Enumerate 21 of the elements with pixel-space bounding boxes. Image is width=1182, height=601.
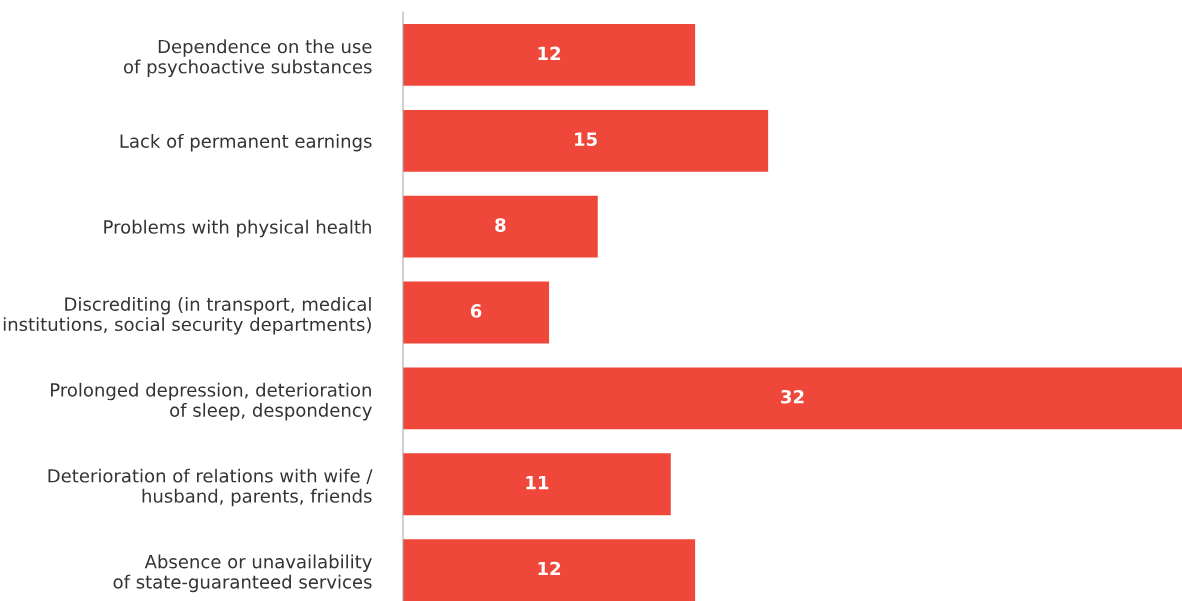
y-tick-label: Lack of permanent earnings — [120, 133, 372, 152]
data-label: 15 — [575, 132, 597, 147]
bar — [403, 539, 696, 601]
bar — [403, 367, 1182, 430]
y-tick-label: Dependence on the use of psychoactive substances — [123, 39, 372, 78]
data-label: 6 — [470, 304, 482, 318]
data-label: 32 — [781, 389, 804, 404]
y-tick-label: Absence or unavailability of state-guaranteed services — [113, 554, 372, 593]
y-tick-label: Deterioration of relations with wife / husband, parents, friends — [48, 468, 373, 507]
bar — [403, 109, 769, 172]
bar — [403, 453, 671, 516]
bar — [403, 24, 696, 86]
bar — [403, 281, 550, 344]
data-label: 11 — [526, 476, 549, 490]
data-label: 8 — [495, 218, 506, 232]
y-tick-label: Prolonged depression, deterioration of sleep, despondency — [51, 382, 372, 421]
data-label: 12 — [538, 561, 561, 576]
y-tick-label: Discrediting (in transport, medical institutions, social security departments) — [3, 296, 371, 335]
data-label: 12 — [538, 46, 561, 60]
bar — [403, 195, 598, 258]
y-tick-label: Problems with physical health — [104, 219, 371, 238]
